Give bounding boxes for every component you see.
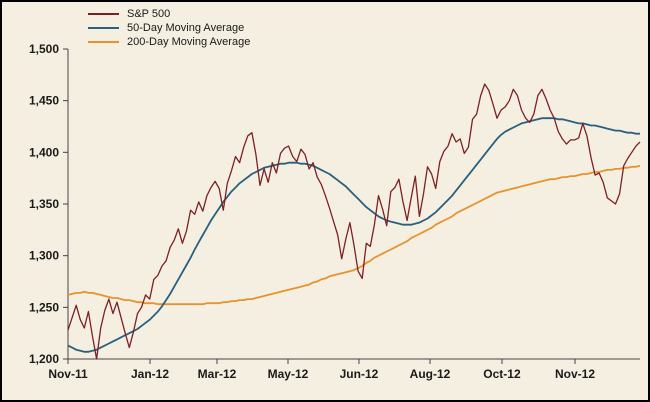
ma50-line-swatch-icon (88, 27, 119, 29)
legend-item-ma50: 50-Day Moving Average (88, 21, 250, 35)
legend-item-ma200: 200-Day Moving Average (88, 35, 250, 49)
y-axis-tick-label: 1,500 (29, 42, 59, 56)
sp500-line-swatch-icon (88, 13, 119, 15)
series-line-sp500 (67, 83, 641, 360)
x-axis-tick-label: Aug-12 (410, 367, 451, 381)
y-axis-tick-label: 1,300 (29, 249, 59, 263)
series-line-ma200 (67, 164, 641, 306)
y-axis-tick-label: 1,450 (29, 94, 59, 108)
chart-legend: S&P 500 50-Day Moving Average 200-Day Mo… (88, 7, 250, 49)
x-axis-tick-label: Mar-12 (198, 367, 237, 381)
legend-label-ma200: 200-Day Moving Average (127, 36, 251, 48)
ma200-line-swatch-icon (88, 41, 119, 43)
series-line-ma50 (67, 117, 640, 353)
legend-label-ma50: 50-Day Moving Average (127, 22, 245, 34)
y-axis-tick-label: 1,250 (29, 300, 59, 314)
x-axis-tick-label: May-12 (268, 367, 309, 381)
legend-item-sp500: S&P 500 (88, 7, 250, 21)
y-axis-tick-label: 1,200 (29, 352, 59, 366)
legend-label-sp500: S&P 500 (127, 8, 171, 20)
y-axis-tick-label: 1,400 (29, 145, 59, 159)
x-axis-tick-label: Oct-12 (483, 367, 521, 381)
x-axis-tick-label: Nov-12 (555, 367, 595, 381)
x-axis-tick-label: Nov-11 (48, 367, 88, 381)
x-axis-tick-label: Jun-12 (340, 367, 379, 381)
y-axis-tick-label: 1,350 (29, 197, 59, 211)
x-axis-tick-label: Jan-12 (131, 367, 169, 381)
